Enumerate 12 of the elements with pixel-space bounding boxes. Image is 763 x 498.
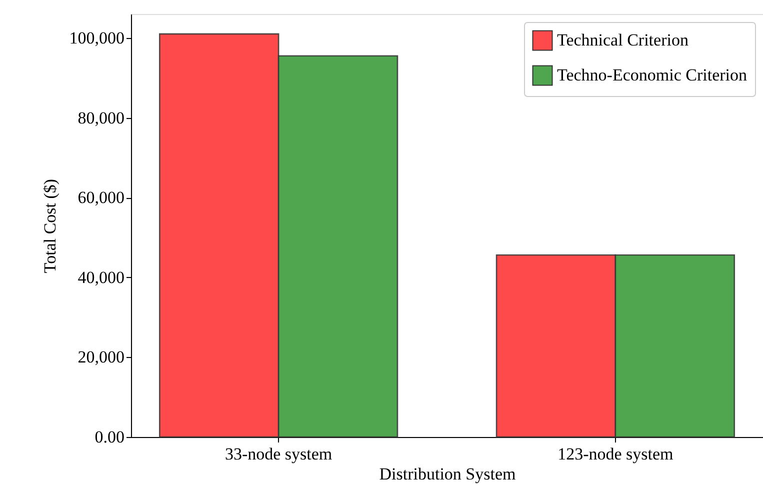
legend-label: Technical Criterion [557, 30, 689, 50]
y-tick-label: 60,000 [78, 188, 124, 208]
y-tick-label: 40,000 [78, 268, 124, 287]
x-axis-title: Distribution System [379, 464, 516, 484]
x-tick-label: 123-node system [558, 444, 674, 464]
x-tick-label: 33-node system [224, 444, 332, 464]
y-axis-title: Total Cost ($) [40, 178, 60, 274]
y-tick-label: 100,000 [69, 28, 124, 48]
legend-label: Techno-Economic Criterion [557, 66, 748, 84]
y-tick-label: 20,000 [78, 348, 124, 367]
y-tick-label: 80,000 [78, 108, 124, 128]
y-tick-label: 0.00 [94, 428, 124, 446]
